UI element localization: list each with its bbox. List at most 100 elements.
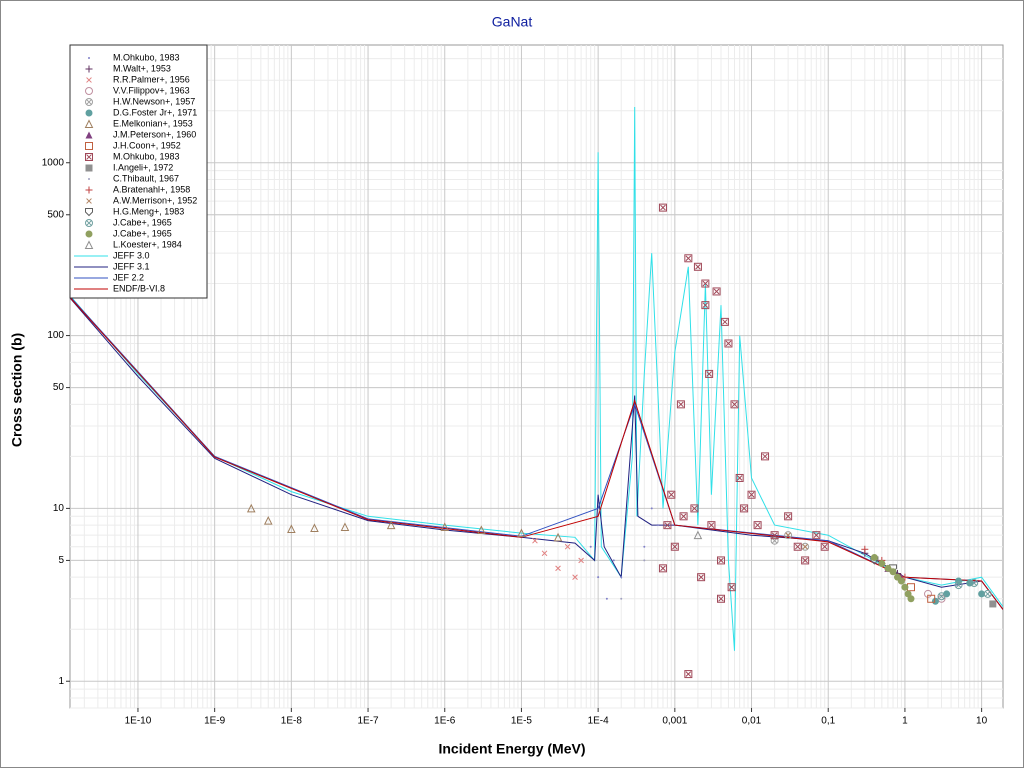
marker-part — [753, 521, 762, 530]
marker-part — [693, 530, 703, 540]
marker-part — [717, 556, 726, 565]
point — [684, 254, 693, 263]
point — [85, 65, 93, 73]
legend-label: L.Koester+, 1984 — [113, 239, 182, 249]
point — [667, 490, 676, 499]
marker-part — [668, 491, 675, 498]
point — [724, 339, 733, 348]
marker-part — [690, 504, 699, 513]
marker-part — [685, 671, 692, 677]
marker-part — [663, 521, 672, 530]
marker-part — [85, 109, 93, 117]
point — [670, 542, 679, 551]
point — [676, 400, 685, 409]
marker-part — [802, 543, 808, 550]
marker-part — [85, 87, 93, 95]
point — [263, 515, 273, 525]
point — [85, 230, 93, 238]
marker-part — [86, 220, 92, 226]
marker-part — [656, 524, 659, 527]
marker-part — [664, 522, 671, 528]
y-tick-label: 1000 — [42, 157, 65, 168]
x-tick-label: 1E-9 — [204, 716, 226, 727]
point — [440, 522, 450, 532]
point — [735, 473, 744, 482]
marker-part — [955, 582, 962, 588]
legend-label: J.Cabe+, 1965 — [113, 217, 172, 227]
x-tick-label: 1E-5 — [511, 716, 533, 727]
marker-part — [725, 340, 732, 347]
point — [730, 400, 739, 409]
point — [727, 583, 736, 592]
marker-part — [660, 204, 666, 211]
marker-part — [889, 568, 897, 576]
marker-part — [695, 263, 701, 270]
y-axis-title: Cross section (b) — [9, 333, 25, 447]
point — [901, 573, 909, 581]
marker-part — [263, 515, 273, 525]
marker-part — [85, 208, 93, 217]
marker-part — [698, 574, 704, 580]
point — [770, 531, 779, 540]
point — [989, 600, 997, 608]
legend-label: J.Cabe+, 1965 — [113, 228, 172, 238]
marker-part — [658, 564, 667, 573]
point — [937, 594, 946, 603]
point — [612, 559, 615, 562]
point — [86, 198, 92, 204]
plot-area — [69, 44, 1004, 709]
marker-part — [878, 559, 886, 567]
point — [643, 545, 646, 548]
y-tick-label: 10 — [53, 503, 65, 514]
marker-part — [955, 577, 963, 585]
point — [801, 556, 810, 565]
point — [85, 153, 93, 161]
chart-title: GaNat — [492, 14, 533, 30]
marker-part — [705, 369, 714, 378]
marker-part — [477, 525, 486, 534]
legend-label: J.H.Coon+, 1952 — [113, 140, 181, 150]
marker-part — [85, 142, 93, 150]
marker-part — [794, 543, 801, 550]
marker-part — [897, 577, 905, 585]
point — [878, 559, 886, 567]
marker-part — [564, 543, 571, 550]
marker-part — [712, 287, 721, 296]
marker-part — [821, 543, 828, 550]
marker-part — [701, 279, 710, 288]
point — [310, 523, 319, 533]
point — [712, 287, 721, 296]
point — [753, 521, 762, 530]
point — [85, 87, 93, 95]
point — [927, 594, 936, 603]
marker-part — [85, 164, 93, 172]
point — [983, 589, 992, 598]
legend-label: H.W.Newson+, 1957 — [113, 96, 195, 106]
marker-part — [84, 240, 94, 249]
point — [85, 208, 93, 217]
marker-part — [735, 473, 744, 482]
marker-part — [86, 99, 92, 105]
marker-part — [785, 513, 791, 520]
marker-part — [672, 543, 678, 550]
point — [937, 592, 946, 601]
y-tick-label: 50 — [53, 382, 65, 393]
marker-part — [720, 317, 729, 326]
marker-part — [983, 589, 992, 598]
marker-part — [812, 531, 821, 540]
point — [85, 186, 93, 194]
legend-label: E.Melkonian+, 1953 — [113, 118, 193, 128]
marker-part — [643, 545, 646, 548]
point — [656, 524, 659, 527]
marker-part — [85, 131, 93, 139]
point — [701, 301, 710, 310]
marker-part — [702, 280, 709, 287]
point — [84, 119, 94, 128]
marker-part — [971, 580, 977, 586]
point — [597, 576, 600, 579]
marker-part — [440, 522, 450, 532]
point — [907, 595, 915, 603]
point — [340, 522, 350, 532]
marker-part — [907, 595, 915, 603]
point — [697, 573, 706, 582]
